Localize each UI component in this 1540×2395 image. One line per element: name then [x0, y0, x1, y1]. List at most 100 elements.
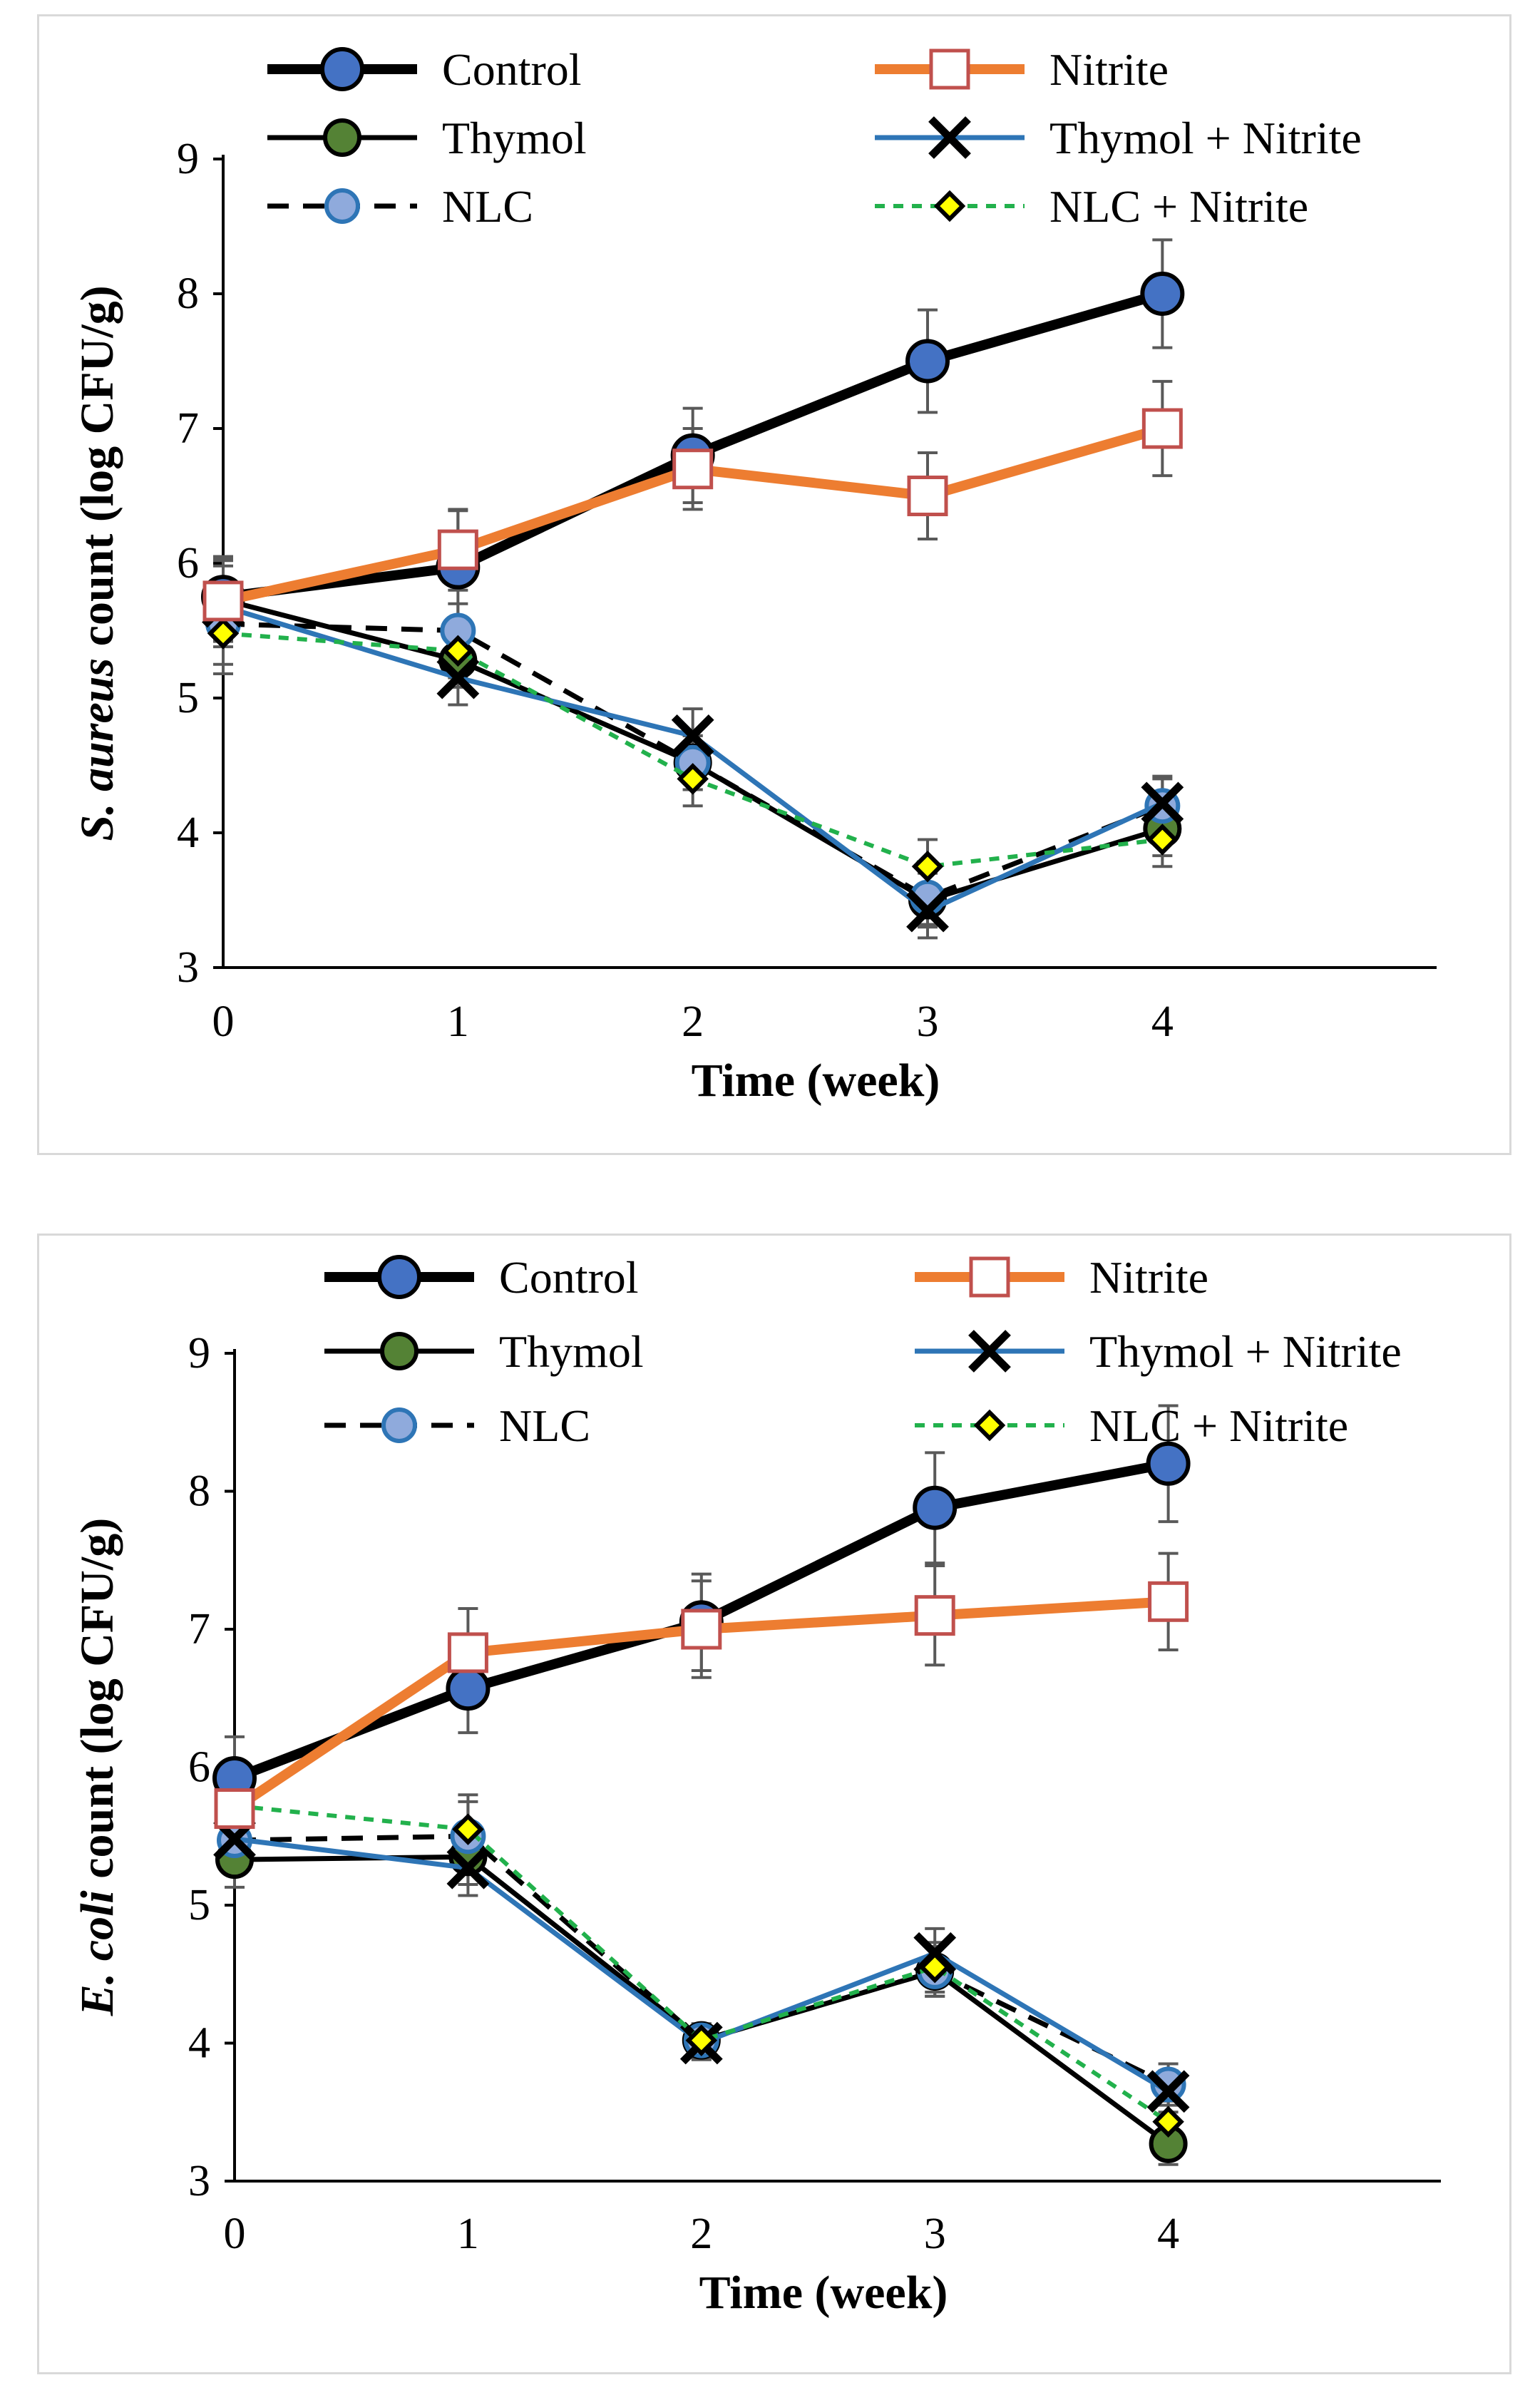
x-tick-label: 1	[447, 998, 469, 1046]
legend-item-nlc-nitrite: NLC + Nitrite	[915, 1400, 1348, 1451]
y-tick-label: 8	[177, 270, 199, 318]
data-point-nlc-nitrite	[452, 1813, 484, 1845]
error-bars-nitrite	[225, 1552, 1179, 1852]
x-tick-label: 0	[224, 2210, 246, 2258]
data-point-nlc-nitrite	[1146, 824, 1179, 856]
legend-marker-thymol	[323, 118, 361, 157]
legend-item-nitrite: Nitrite	[915, 1252, 1208, 1303]
legend-label-nlc: NLC	[442, 181, 533, 232]
legend-label-nlc-nitrite: NLC + Nitrite	[1049, 181, 1308, 232]
y-tick-label: 8	[188, 1467, 210, 1516]
x-tick-label: 4	[1151, 998, 1174, 1046]
data-point-nitrite	[447, 1632, 488, 1673]
y-axis-label: E. coli count (log CFU/g)	[71, 1518, 123, 2016]
legend-marker-nlc	[381, 1407, 417, 1443]
legend-item-thymol-nitrite: Thymol + Nitrite	[875, 113, 1362, 163]
data-point-thymol-nitrite	[1141, 781, 1184, 825]
error-bars-nlc-nitrite	[225, 1776, 1179, 2144]
y-tick-label: 6	[188, 1743, 210, 1792]
y-axis-label-unit: count (log CFU/g)	[71, 1518, 123, 1890]
legend-item-thymol: Thymol	[324, 1326, 644, 1377]
legend-label-nlc-nitrite: NLC + Nitrite	[1089, 1400, 1348, 1451]
data-point-nitrite	[914, 1595, 955, 1636]
chart-e-coli: 3 4 5 6 7 8 9 0 1 2 3 4 Time (week) E. coli count (lo…	[71, 1252, 1441, 2319]
legend-item-control: Control	[267, 44, 582, 95]
data-point-nlc-nitrite	[918, 1951, 951, 1984]
legend-label-nitrite: Nitrite	[1049, 44, 1169, 95]
data-point-nlc-nitrite	[207, 617, 240, 650]
legend-marker-control	[320, 47, 364, 91]
series-thymol	[215, 1837, 1188, 2163]
data-point-nitrite	[202, 580, 244, 622]
data-point-control	[913, 1485, 958, 1530]
x-tick-label: 2	[690, 2210, 712, 2258]
legend-label-thymol-nitrite: Thymol + Nitrite	[1089, 1326, 1402, 1377]
y-tick-label: 5	[188, 1881, 210, 1929]
legend-marker-nitrite	[929, 48, 970, 90]
y-axis-label: S. aureus count (log CFU/g)	[71, 285, 123, 841]
y-tick-label: 4	[177, 809, 199, 857]
series-nlc-nitrite	[207, 617, 1179, 883]
y-tick-label: 3	[177, 943, 199, 992]
y-tick-label: 6	[177, 539, 199, 588]
legend-label-thymol: Thymol	[442, 113, 587, 163]
series-nitrite	[214, 1581, 1189, 1830]
data-point-nitrite	[214, 1788, 255, 1830]
data-point-control	[905, 339, 950, 384]
legend-marker-nlc-nitrite	[933, 190, 966, 222]
y-tick-label: 9	[177, 135, 199, 183]
data-point-thymol-nitrite	[906, 889, 949, 933]
legend-label-nlc: NLC	[499, 1400, 590, 1451]
data-point-thymol-nitrite	[671, 714, 714, 757]
legend-marker-thymol-nitrite	[928, 116, 971, 159]
data-point-control	[1140, 272, 1185, 316]
series-control	[201, 272, 1185, 620]
data-point-nlc-nitrite	[442, 635, 474, 667]
chart-panel-s-aureus: 3 4 5 6 7 8 9 0 1 2 3 4 Time (week) S. aureus count (…	[37, 14, 1511, 1155]
legend-marker-thymol	[380, 1332, 419, 1370]
legend-item-control: Control	[324, 1252, 639, 1303]
x-tick-label: 4	[1157, 2210, 1179, 2258]
data-point-control	[446, 1666, 491, 1711]
x-tick-label: 2	[682, 998, 704, 1046]
error-bars-thymol	[225, 1827, 1179, 2166]
data-point-nitrite	[672, 448, 714, 490]
legend-item-nlc-nitrite: NLC + Nitrite	[875, 181, 1308, 232]
x-tick-label: 3	[917, 998, 939, 1046]
y-tick-label: 5	[177, 674, 199, 722]
data-point-nitrite	[1141, 408, 1183, 449]
series-line-nlc-nitrite	[234, 1803, 1170, 2124]
y-tick-label: 4	[188, 2019, 210, 2068]
legend-label-thymol-nitrite: Thymol + Nitrite	[1049, 113, 1362, 163]
data-point-nitrite	[437, 529, 478, 570]
series-thymol-nitrite	[213, 1817, 1190, 2113]
y-tick-label: 9	[188, 1329, 210, 1378]
y-tick-label: 7	[177, 404, 199, 453]
data-point-nlc-nitrite	[1152, 2106, 1184, 2138]
data-point-nitrite	[1148, 1581, 1189, 1622]
y-tick-label: 7	[188, 1605, 210, 1653]
y-axis-label-species: S. aureus	[71, 658, 123, 841]
legend-item-nitrite: Nitrite	[875, 44, 1169, 95]
legend-marker-nlc	[324, 188, 360, 224]
legend-label-thymol: Thymol	[499, 1326, 644, 1377]
data-point-nlc-nitrite	[677, 763, 709, 795]
legend-item-nlc: NLC	[324, 1400, 590, 1451]
chart-panel-e-coli: 3 4 5 6 7 8 9 0 1 2 3 4 Time (week) E. coli count (lo…	[37, 1234, 1511, 2374]
x-tick-label: 1	[457, 2210, 479, 2258]
legend-marker-nitrite	[969, 1256, 1010, 1298]
legend-label-control: Control	[442, 44, 582, 95]
x-tick-label: 0	[212, 998, 235, 1046]
legend: Control Nitrite Thymol Thymol + Nitrite NLC N…	[324, 1252, 1402, 1451]
legend-marker-control	[377, 1255, 421, 1299]
data-point-nlc-nitrite	[911, 851, 944, 883]
series-nitrite	[202, 408, 1183, 622]
y-axis-label-species: E. coli	[71, 1890, 123, 2017]
series-line-thymol	[234, 1854, 1170, 2146]
x-axis-label: Time (week)	[699, 2267, 948, 2319]
data-point-thymol-nitrite	[1146, 2070, 1190, 2113]
data-point-nitrite	[681, 1609, 722, 1650]
x-axis-label: Time (week)	[692, 1055, 940, 1107]
legend-label-nitrite: Nitrite	[1089, 1252, 1208, 1303]
legend-label-control: Control	[499, 1252, 639, 1303]
